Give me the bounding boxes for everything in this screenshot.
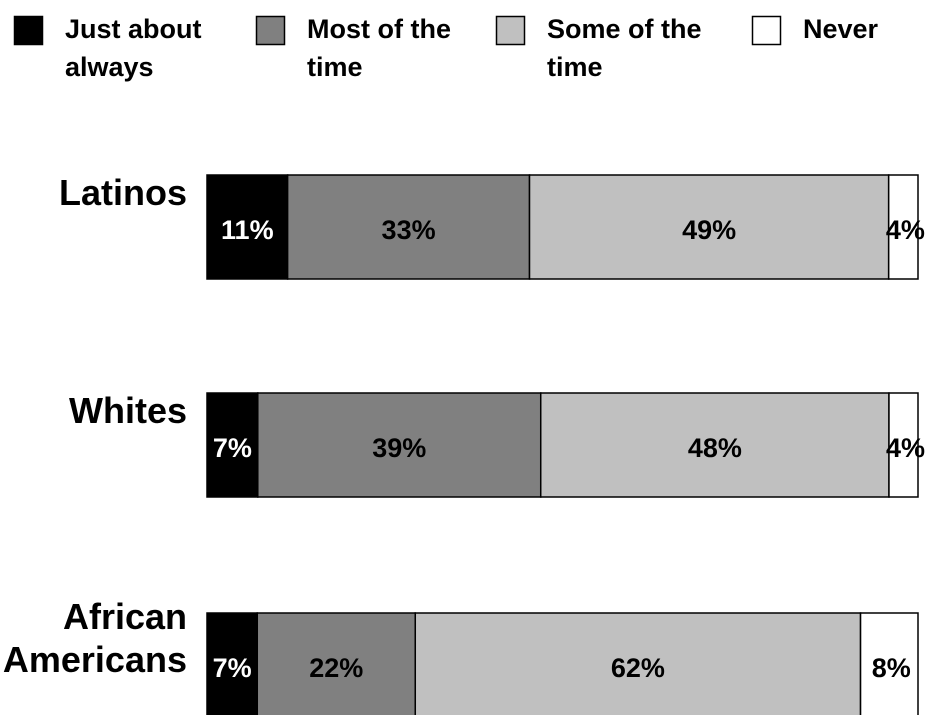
bar-row-latinos: Latinos 11% 33% 49% 4% [59,172,925,280]
legend-label: Never [803,14,879,44]
plot-area: Latinos 11% 33% 49% 4% Whites 7% 39% 48% 4% Africa… [3,172,925,715]
legend: Just about always Most of the time Some of t… [13,14,879,82]
bar-segment-just-about-always [206,174,289,280]
bar-segment-most-of-the-time [257,392,542,498]
legend-item-most-of-the-time: Most of the time [255,14,451,82]
data-label: 4% [886,433,925,463]
legend-label: Some of the time [547,14,702,82]
data-label: 22% [309,653,363,683]
category-label: Latinos [59,172,187,213]
data-label: 4% [886,215,925,245]
data-label: 8% [872,653,911,683]
bar-segment-just-about-always [206,612,259,715]
legend-item-never: Never [751,14,879,46]
bar-segment-never [888,392,919,498]
data-label: 49% [682,215,736,245]
bar-segment-some-of-the-time [539,392,890,498]
category-label: Whites [69,390,187,431]
legend-label: Just about always [65,14,202,82]
category-label: African Americans [3,596,187,680]
legend-swatch [255,15,286,46]
legend-item-just-about-always: Just about always [13,14,202,82]
data-label: 11% [221,215,274,245]
legend-swatch [751,15,782,46]
bar-row-whites: Whites 7% 39% 48% 4% [69,390,925,498]
bar-segment-never [859,612,919,715]
bar-segment-most-of-the-time [256,612,417,715]
bar-segment-never [887,174,919,280]
bar-row-african-americans: African Americans 7% 22% 62% 8% [3,596,919,715]
data-label: 48% [688,433,742,463]
legend-label: Most of the time [307,14,451,82]
legend-item-some-of-the-time: Some of the time [495,14,702,82]
bar-segment-most-of-the-time [286,174,531,280]
legend-swatch [13,15,44,46]
data-label: 7% [213,653,252,683]
legend-swatch [495,15,526,46]
data-label: 33% [382,215,436,245]
bar-segment-just-about-always [206,392,259,498]
data-label: 62% [611,653,665,683]
bar-segment-some-of-the-time [528,174,890,280]
bar-segment-some-of-the-time [414,612,862,715]
data-label: 39% [372,433,426,463]
data-label: 7% [213,433,252,463]
